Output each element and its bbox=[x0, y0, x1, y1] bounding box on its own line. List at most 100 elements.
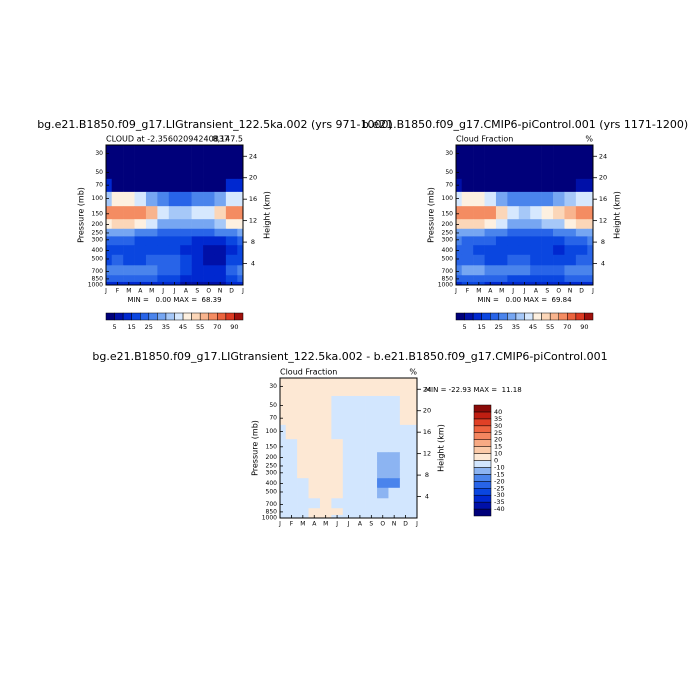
colorbar-label: 55 bbox=[196, 323, 204, 331]
contour-cell bbox=[575, 236, 588, 246]
contour-cell bbox=[388, 469, 401, 479]
contour-cell bbox=[354, 378, 366, 397]
colorbar-label: 25 bbox=[495, 323, 503, 331]
contour-cell bbox=[461, 162, 474, 180]
contour-cell bbox=[461, 145, 474, 164]
x-tick-label: M bbox=[499, 288, 504, 295]
contour-cell bbox=[377, 461, 389, 470]
y2-tick-label: 8 bbox=[425, 471, 429, 479]
x-tick-label: J bbox=[591, 288, 594, 295]
contour-cell bbox=[145, 145, 158, 164]
contour-cell bbox=[168, 265, 181, 276]
contour-cell bbox=[308, 411, 321, 426]
contour-cell bbox=[297, 508, 309, 516]
contour-cell bbox=[342, 411, 355, 426]
contour-cell bbox=[111, 275, 124, 283]
colorbar-box bbox=[473, 425, 492, 433]
contour-cell bbox=[587, 275, 594, 283]
contour-cell bbox=[473, 254, 485, 266]
contour-cell bbox=[168, 178, 181, 193]
panel-subtitle-right: % bbox=[409, 368, 417, 377]
contour-cell bbox=[518, 178, 531, 193]
contour-cell bbox=[461, 265, 474, 276]
colorbar-box bbox=[515, 312, 525, 321]
contour-cell bbox=[180, 191, 192, 207]
x-tick-label: J bbox=[278, 521, 281, 528]
y-tick-label: 1000 bbox=[88, 282, 103, 289]
colorbar-label: 45 bbox=[529, 323, 537, 331]
contour-cell bbox=[456, 245, 463, 256]
contour-cell bbox=[331, 411, 344, 426]
contour-cell bbox=[157, 265, 170, 276]
contour-cell bbox=[297, 452, 309, 463]
y-tick-label: 300 bbox=[92, 236, 104, 243]
colorbar-label: 35 bbox=[512, 323, 520, 331]
y-tick-label: 400 bbox=[442, 247, 454, 254]
x-tick-label: J bbox=[523, 288, 526, 295]
y-tick-label: 700 bbox=[442, 268, 454, 275]
contour-cell bbox=[145, 191, 158, 207]
colorbar-label: 70 bbox=[213, 323, 221, 331]
contour-cell bbox=[473, 191, 485, 207]
contour-cell bbox=[541, 162, 554, 180]
panel-subtitle-right: % bbox=[585, 135, 593, 144]
x-tick-label: J bbox=[161, 288, 164, 295]
colorbar-label: 40 bbox=[494, 408, 502, 416]
colorbar-label: 25 bbox=[145, 323, 153, 331]
contour-cell bbox=[214, 191, 227, 207]
contour-cell bbox=[507, 145, 520, 164]
contour-cell bbox=[461, 236, 474, 246]
contour-cell bbox=[507, 228, 520, 237]
contour-cell bbox=[495, 236, 508, 246]
contour-cell bbox=[518, 219, 531, 230]
contour-cell bbox=[180, 236, 192, 246]
contour-cell bbox=[106, 245, 113, 256]
contour-cell bbox=[157, 245, 170, 256]
contour-cell bbox=[473, 265, 485, 276]
y-tick-label: 150 bbox=[442, 210, 454, 217]
contour-cell bbox=[123, 236, 135, 246]
contour-cell bbox=[308, 395, 321, 413]
contour-cell bbox=[280, 452, 287, 463]
contour-cell bbox=[123, 228, 135, 237]
contour-cell bbox=[473, 162, 485, 180]
x-tick-label: S bbox=[195, 288, 199, 295]
contour-cell bbox=[134, 178, 147, 193]
contour-cell bbox=[180, 265, 192, 276]
contour-cell bbox=[134, 206, 147, 220]
contour-cell bbox=[214, 245, 227, 256]
contour-cell bbox=[342, 424, 355, 440]
y-tick-label: 70 bbox=[95, 182, 103, 189]
contour-cell bbox=[530, 245, 542, 256]
contour-cell bbox=[280, 439, 287, 453]
x-tick-label: O bbox=[380, 521, 385, 528]
y-tick-label: 200 bbox=[266, 454, 278, 461]
contour-cell bbox=[587, 219, 594, 230]
contour-cell bbox=[319, 378, 332, 397]
contour-cell bbox=[168, 254, 181, 266]
contour-cell bbox=[145, 162, 158, 180]
contour-cell bbox=[377, 478, 389, 489]
contour-cell bbox=[203, 206, 215, 220]
contour-cell bbox=[530, 145, 542, 164]
contour-cell bbox=[564, 219, 577, 230]
contour-cell bbox=[280, 508, 287, 516]
y2-tick-label: 4 bbox=[425, 493, 429, 501]
contour-cell bbox=[365, 378, 378, 397]
contour-cell bbox=[111, 191, 124, 207]
colorbar-box bbox=[455, 312, 465, 321]
colorbar-box bbox=[131, 312, 141, 321]
colorbar-box bbox=[473, 508, 492, 517]
contour-cell bbox=[297, 395, 309, 413]
contour-cell bbox=[354, 478, 366, 489]
y-tick-label: 250 bbox=[92, 229, 104, 236]
contour-cell bbox=[285, 378, 298, 397]
contour-cell bbox=[237, 245, 244, 256]
contour-cell bbox=[564, 206, 577, 220]
contour-cell bbox=[411, 452, 418, 463]
colorbar-label: 5 bbox=[462, 323, 466, 331]
contour-cell bbox=[225, 275, 238, 283]
y2-tick-label: 24 bbox=[249, 152, 257, 160]
contour-cell bbox=[541, 228, 554, 237]
colorbar-box bbox=[558, 312, 568, 321]
